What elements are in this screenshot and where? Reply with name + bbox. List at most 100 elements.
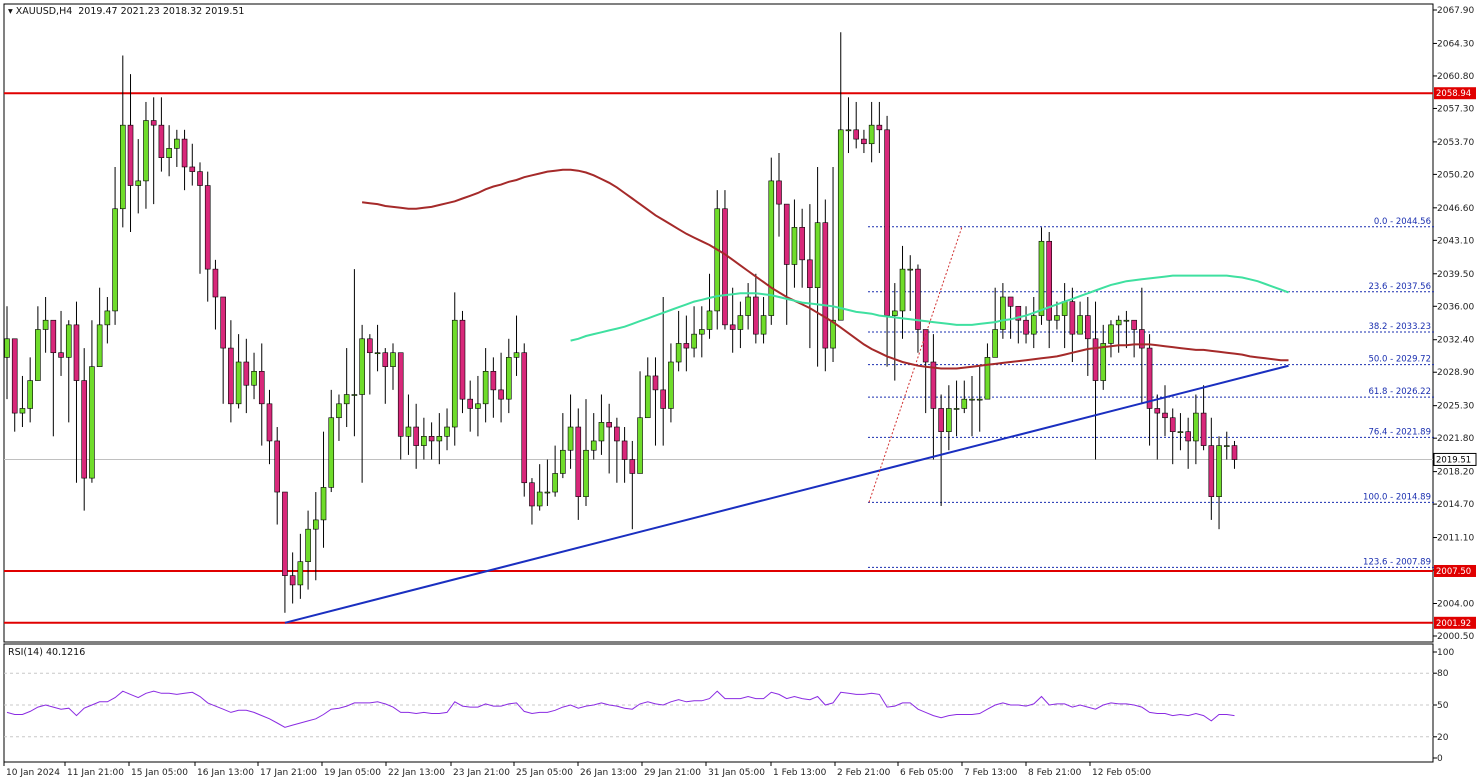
bearish-candle-body — [127, 124, 134, 186]
bullish-candle-body — [1030, 315, 1037, 335]
level-price-tag-text: 2058.94 — [1436, 89, 1471, 99]
time-tick-label: 16 Jan 13:00 — [197, 768, 254, 778]
time-tick-label: 8 Feb 21:00 — [1028, 768, 1082, 778]
time-tick-label: 31 Jan 05:00 — [708, 768, 765, 778]
price-tick-label: 2067.90 — [1437, 6, 1474, 16]
bullish-candle-body — [19, 408, 26, 414]
bearish-candle-body — [204, 185, 211, 270]
bearish-candle-body — [1154, 408, 1161, 414]
price-tick-label: 2025.30 — [1437, 402, 1474, 412]
price-tick-label: 2064.30 — [1437, 39, 1474, 49]
bearish-candle-body — [853, 129, 860, 140]
time-tick-label: 11 Jan 21:00 — [67, 768, 124, 778]
bullish-candle-body — [320, 487, 327, 521]
bearish-candle-body — [490, 370, 497, 391]
bearish-candle-body — [938, 408, 944, 432]
bearish-candle-body — [197, 171, 203, 186]
header-ohlc: 2019.47 2021.23 2018.32 2019.51 — [78, 6, 244, 17]
bullish-candle-body — [390, 352, 396, 367]
bullish-candle-body — [297, 561, 304, 586]
bearish-candle-body — [1169, 417, 1176, 432]
price-tick-label: 2014.70 — [1437, 500, 1474, 510]
bearish-candle-body — [1015, 305, 1022, 321]
bullish-candle-body — [1115, 319, 1122, 326]
bearish-candle-body — [1069, 301, 1076, 335]
bullish-candle-body — [691, 333, 697, 349]
fibonacci-level-label: 61.8 - 2026.22 — [1368, 387, 1431, 397]
rsi-tick-label: 80 — [1437, 669, 1449, 679]
bullish-candle-body — [552, 473, 558, 493]
bearish-candle-body — [212, 268, 219, 298]
level-price-tag-text: 2007.50 — [1436, 567, 1471, 577]
bearish-candle-body — [367, 338, 373, 354]
bearish-candle-body — [258, 370, 265, 405]
candlesticks — [4, 32, 1238, 613]
price-tick-label: 2000.50 — [1437, 632, 1474, 642]
time-axis: 10 Jan 2024 11 Jan 21:00 15 Jan 05:00 16 Ja… — [3, 762, 1151, 778]
rsi-plot-area[interactable] — [3, 643, 1434, 763]
bullish-candle-body — [675, 343, 682, 363]
time-tick-label: 6 Feb 05:00 — [900, 768, 954, 778]
bullish-candle-body — [374, 352, 381, 355]
bullish-candle-body — [42, 319, 49, 330]
bearish-candle-body — [1131, 319, 1137, 330]
bullish-candle-body — [120, 124, 126, 210]
bullish-candle-body — [1061, 301, 1068, 316]
current-price-tag — [1433, 452, 1477, 466]
bullish-candle-body — [1100, 343, 1107, 381]
bearish-candle-body — [228, 347, 234, 405]
bearish-candle-body — [73, 324, 80, 381]
bullish-candle-body — [436, 436, 443, 442]
time-tick-label: 2 Feb 21:00 — [837, 768, 891, 778]
bearish-candle-body — [1046, 240, 1052, 321]
bullish-candle-body — [1123, 319, 1130, 322]
price-tick-label: 2021.80 — [1437, 434, 1474, 444]
bullish-candle-body — [351, 394, 358, 396]
time-tick-label: 25 Jan 05:00 — [516, 768, 573, 778]
main-plot-area[interactable] — [3, 3, 1434, 643]
bearish-candle-body — [521, 352, 528, 484]
bearish-candle-body — [274, 440, 281, 493]
bullish-candle-body — [583, 449, 589, 497]
bullish-candle-body — [343, 394, 350, 405]
bullish-candle-body — [992, 329, 998, 358]
bearish-candle-body — [1231, 445, 1238, 460]
price-tick-label: 2011.10 — [1437, 534, 1474, 544]
price-tick-label: 2057.30 — [1437, 104, 1474, 114]
fibonacci-level-label: 23.6 - 2037.56 — [1368, 282, 1431, 292]
price-tick-label: 2046.60 — [1437, 204, 1474, 214]
bullish-candle-body — [760, 315, 767, 335]
bullish-candle-body — [336, 403, 342, 419]
price-axis: 2067.90 2064.30 2060.80 2057.30 2053.70 2050.… — [1433, 6, 1474, 642]
bullish-candle-body — [143, 120, 149, 182]
fibonacci-level-label: 50.0 - 2029.72 — [1368, 355, 1431, 365]
bearish-candle-body — [606, 422, 612, 428]
level-price-tag — [1434, 564, 1476, 577]
time-tick-label: 10 Jan 2024 — [6, 768, 60, 778]
level-price-tag-text: 2001.92 — [1436, 619, 1471, 629]
bearish-candle-body — [220, 296, 226, 349]
price-tags: 2058.94 2007.50 2001.92 2019.51 — [1433, 87, 1477, 629]
bullish-candle-body — [907, 268, 914, 271]
bullish-candle-body — [1038, 240, 1045, 316]
price-tick-label: 2032.40 — [1437, 336, 1474, 346]
bearish-candle-body — [81, 380, 87, 479]
bullish-candle-body — [312, 519, 319, 530]
bearish-candle-body — [50, 319, 57, 354]
bearish-candle-body — [289, 575, 296, 586]
bearish-candle-body — [884, 129, 890, 316]
bullish-candle-body — [482, 370, 489, 405]
chart-header: ▾ XAUUSD,H4 2019.47 2021.23 2018.32 2019.… — [8, 6, 244, 17]
bullish-candle-body — [567, 426, 574, 451]
bearish-candle-body — [58, 352, 64, 358]
bullish-candle-body — [560, 449, 566, 474]
fibonacci-anchor-line — [868, 226, 963, 503]
time-tick-label: 1 Feb 13:00 — [773, 768, 827, 778]
bullish-candle-body — [791, 227, 798, 265]
bearish-candle-body — [660, 389, 667, 409]
bearish-candle-body — [467, 398, 474, 409]
bearish-candle-body — [1085, 315, 1091, 340]
bullish-candle-body — [359, 338, 365, 395]
header-symbol-arrow: ▾ — [8, 6, 16, 17]
